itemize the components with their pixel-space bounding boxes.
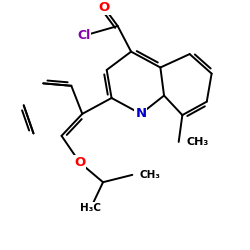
Text: CH₃: CH₃ [140, 170, 161, 180]
Text: N: N [135, 107, 146, 120]
Text: O: O [74, 156, 86, 169]
Text: CH₃: CH₃ [186, 137, 208, 147]
Text: O: O [99, 1, 110, 14]
Text: Cl: Cl [77, 29, 90, 42]
Text: H₃C: H₃C [80, 203, 101, 213]
